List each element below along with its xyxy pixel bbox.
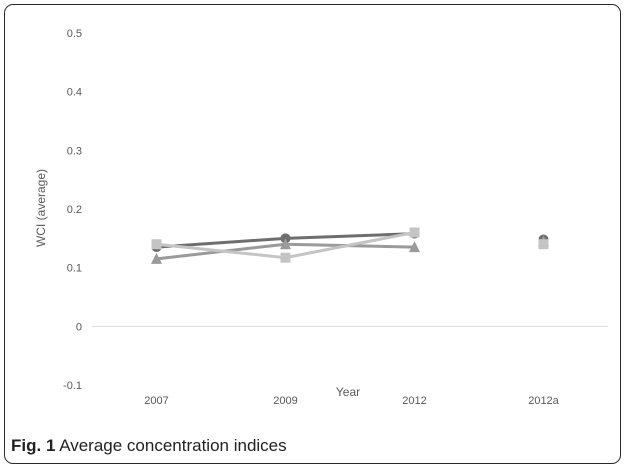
figure-caption-text: Average concentration indices	[55, 436, 287, 455]
data-point-square	[151, 239, 162, 250]
data-point-square	[538, 239, 549, 250]
y-axis-ticks: 0.5 0.4 0.3 0.2 0.1 0 -0.1	[63, 28, 82, 392]
y-tick-label: 0.5	[67, 28, 82, 40]
figure-caption-label: Fig. 1	[11, 436, 56, 455]
figure-caption: Fig. 1 Average concentration indices	[11, 436, 287, 456]
data-point-square	[280, 252, 291, 263]
y-axis-label: WCI (average)	[34, 169, 48, 247]
data-point-triangle	[409, 241, 420, 253]
data-point-triangle	[280, 238, 291, 250]
y-tick-label: 0.1	[67, 263, 82, 275]
x-tick-label: 2012	[402, 395, 426, 407]
x-tick-label: 2009	[273, 395, 297, 407]
data-point-triangle	[151, 252, 162, 264]
y-tick-label: 0.3	[67, 145, 82, 157]
y-tick-label: -0.1	[63, 380, 82, 392]
y-tick-label: 0	[76, 321, 82, 333]
figure-frame	[4, 4, 621, 464]
data-point-square	[409, 227, 420, 238]
x-axis-label: Year	[336, 385, 360, 399]
y-tick-label: 0.2	[67, 204, 82, 216]
x-tick-label: 2012a	[528, 395, 559, 407]
y-tick-label: 0.4	[67, 87, 82, 99]
x-tick-label: 2007	[144, 395, 168, 407]
series-markers	[151, 227, 549, 264]
x-axis-ticks: 2007 2009 2012 2012a	[144, 395, 559, 407]
